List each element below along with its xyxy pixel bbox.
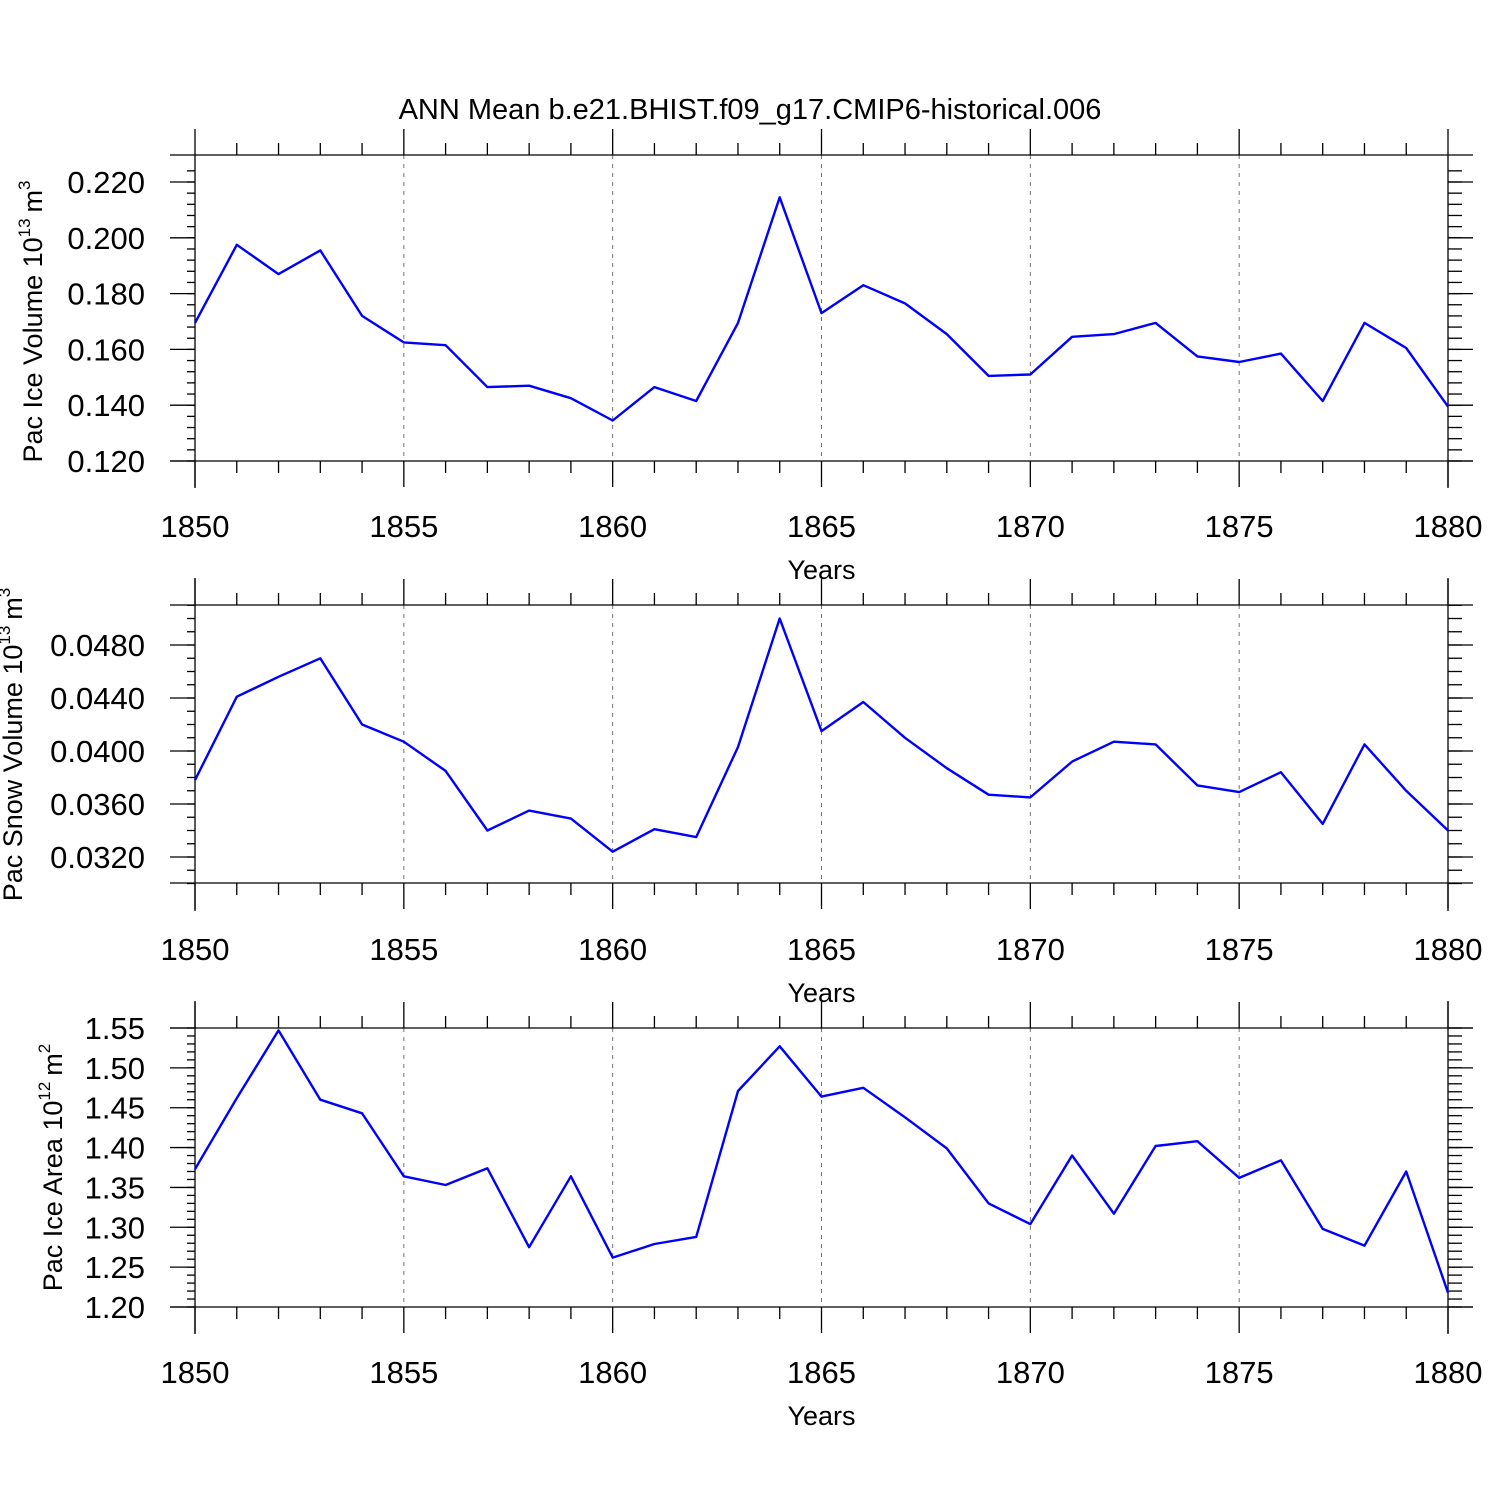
y-tick-label: 0.120 [67, 444, 145, 479]
y-axis-label: Pac Ice Volume 1013m3 [15, 180, 48, 462]
x-axis-label: Years [787, 1401, 855, 1431]
x-tick-label: 1870 [996, 1355, 1065, 1390]
y-axis-label: Pac Snow Volume 1013m3 [0, 588, 28, 902]
y-tick-label: 1.30 [85, 1210, 145, 1245]
x-tick-label: 1865 [787, 1355, 856, 1390]
x-tick-label: 1875 [1205, 1355, 1274, 1390]
y-tick-label: 1.40 [85, 1131, 145, 1166]
x-tick-label: 1855 [369, 509, 438, 544]
y-tick-label: 1.55 [85, 1011, 145, 1046]
x-tick-label: 1865 [787, 509, 856, 544]
x-tick-label: 1850 [161, 932, 230, 967]
y-tick-label: 0.0440 [50, 681, 145, 716]
figure-title: ANN Mean b.e21.BHIST.f09_g17.CMIP6-histo… [399, 94, 1102, 126]
y-tick-label: 0.180 [67, 277, 145, 312]
y-tick-label: 1.50 [85, 1051, 145, 1086]
x-tick-label: 1865 [787, 932, 856, 967]
y-tick-label: 0.200 [67, 221, 145, 256]
y-tick-label: 0.0400 [50, 734, 145, 769]
panel-3: 1.20 1.25 1.30 1.35 1.40 1.45 1.50 1.55 1850 1855… [35, 1001, 1482, 1431]
x-tick-label: 1880 [1414, 932, 1483, 967]
series-line [193, 1029, 1450, 1294]
series-line [193, 196, 1449, 422]
x-tick-label: 1850 [161, 509, 230, 544]
y-tick-label: 1.45 [85, 1091, 145, 1126]
y-tick-label: 0.0480 [50, 628, 145, 663]
x-tick-label: 1880 [1414, 1355, 1483, 1390]
x-tick-label: 1860 [578, 1355, 647, 1390]
x-tick-label: 1860 [578, 509, 647, 544]
x-tick-label: 1880 [1414, 509, 1483, 544]
y-tick-label: 0.160 [67, 332, 145, 367]
series-line [193, 617, 1449, 853]
x-tick-label: 1875 [1205, 932, 1274, 967]
x-tick-label: 1850 [161, 1355, 230, 1390]
y-tick-label: 1.20 [85, 1290, 145, 1325]
x-tick-label: 1855 [369, 1355, 438, 1390]
y-tick-label: 1.25 [85, 1250, 145, 1285]
y-tick-label: 1.35 [85, 1170, 145, 1205]
x-tick-label: 1870 [996, 932, 1065, 967]
y-tick-label: 0.220 [67, 165, 145, 200]
y-tick-label: 0.140 [67, 388, 145, 423]
panel-1: 0.120 0.140 0.160 0.180 0.200 0.220 1850 1855 18… [15, 129, 1482, 585]
y-axis-label: Pac Ice Area 1012m2 [35, 1044, 68, 1292]
panel-2: 0.0320 0.0360 0.0400 0.0440 0.0480 1850 1855 18… [0, 578, 1482, 1008]
x-tick-label: 1870 [996, 509, 1065, 544]
x-tick-label: 1875 [1205, 509, 1274, 544]
y-tick-label: 0.0320 [50, 840, 145, 875]
x-tick-label: 1860 [578, 932, 647, 967]
y-tick-label: 0.0360 [50, 787, 145, 822]
x-tick-label: 1855 [369, 932, 438, 967]
